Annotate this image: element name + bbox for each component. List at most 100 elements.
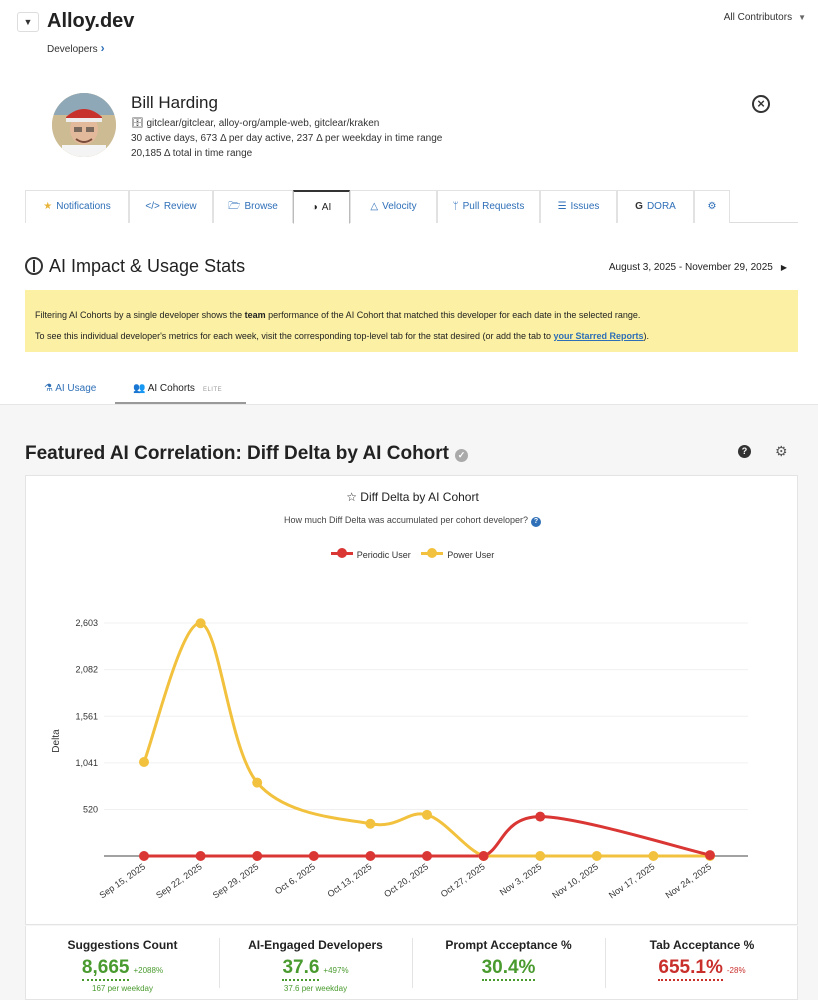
code-icon: </> [145, 201, 160, 212]
profile-name: Bill Harding [131, 93, 218, 112]
chart-card: ☆ Diff Delta by AI Cohort How much Diff … [25, 475, 798, 925]
star-icon: ★ [43, 201, 53, 212]
tab-review[interactable]: </> Review [129, 190, 213, 223]
divider [605, 938, 606, 988]
chevron-down-icon: ▼ [798, 13, 806, 22]
tab-issues[interactable]: ☰ Issues [540, 190, 617, 223]
y-axis-label: Delta [51, 729, 62, 753]
notice-text: Filtering AI Cohorts by a single develop… [35, 310, 245, 320]
stat-change: -28% [726, 966, 746, 975]
notice-text: ). [643, 331, 650, 341]
x-tick-label: Oct 20, 2025 [382, 861, 430, 899]
x-tick-label: Nov 10, 2025 [550, 861, 600, 900]
tab-notifications[interactable]: ★ Notifications [25, 190, 129, 223]
y-tick-label: 1,041 [75, 758, 98, 768]
date-range-text: August 3, 2025 - November 29, 2025 [608, 262, 773, 273]
stat-value[interactable]: 37.6 [282, 957, 320, 981]
chart-legend: Periodic User Power User [26, 548, 799, 560]
report-tabs: ★ Notifications </> Review 🗁 Browse ◑ AI △ Ve… [25, 190, 798, 224]
star-outline-icon[interactable]: ☆ [346, 490, 357, 504]
date-range-picker[interactable]: August 3, 2025 - November 29, 2025 ▶ [609, 262, 787, 273]
data-point-power [139, 757, 149, 768]
data-point-power [422, 809, 432, 820]
notice-line-1: Filtering AI Cohorts by a single develop… [35, 305, 798, 326]
tab-label: DORA [646, 201, 676, 212]
tab-label: Browse [244, 201, 278, 212]
org-dropdown-button[interactable]: ▼ [17, 12, 39, 32]
stat-value[interactable]: 655.1% [658, 957, 723, 981]
stat-ai-engaged-developers: AI-Engaged Developers 37.6 +497% 37.6 per… [219, 926, 412, 1000]
elite-badge: ELITE [202, 387, 223, 393]
tab-label: Pull Requests [462, 201, 525, 212]
notice-line-2: To see this individual developer's metri… [35, 326, 798, 347]
help-icon[interactable]: ? [738, 445, 751, 458]
notice-text: performance of the AI Cohort that matche… [265, 310, 641, 320]
tab-settings[interactable]: ⚙ [694, 190, 730, 223]
stat-change: +2088% [133, 966, 164, 975]
tab-pull-requests[interactable]: ᛘ Pull Requests [437, 190, 540, 223]
breadcrumb[interactable]: Developers › [47, 41, 105, 55]
chart-title-text: Diff Delta by AI Cohort [360, 490, 479, 504]
tab-label: AI [321, 202, 332, 213]
y-tick-label: 1,561 [75, 711, 98, 721]
breadcrumb-label[interactable]: Developers [47, 44, 98, 55]
data-point-periodic [195, 851, 206, 861]
tab-label: Review [163, 201, 197, 212]
data-point-periodic [705, 850, 715, 861]
data-point-power [648, 851, 659, 861]
close-icon[interactable]: × [752, 95, 770, 113]
stat-label: Suggestions Count [67, 938, 178, 952]
tab-browse[interactable]: 🗁 Browse [213, 190, 293, 223]
tab-dora[interactable]: G DORA [617, 190, 694, 223]
stats-row: Suggestions Count 8,665 +2088% 167 per we… [25, 926, 798, 1000]
starred-reports-link[interactable]: your Starred Reports [553, 331, 644, 341]
cohort-notice: Filtering AI Cohorts by a single develop… [25, 290, 798, 352]
gear-icon[interactable]: ⚙ [775, 443, 788, 459]
stat-suggestions-count: Suggestions Count 8,665 +2088% 167 per we… [26, 926, 219, 1000]
subtab-label: AI Cohorts [147, 383, 195, 394]
stat-value[interactable]: 30.4% [481, 957, 536, 981]
series-line-power [142, 621, 710, 858]
data-point-periodic [365, 851, 376, 861]
legend-item-periodic[interactable]: Periodic User [330, 548, 411, 560]
tab-ai[interactable]: ◑ AI [293, 190, 350, 224]
data-point-periodic [478, 851, 489, 861]
section-title-text: AI Impact & Usage Stats [49, 256, 246, 276]
x-tick-label: Sep 22, 2025 [154, 861, 204, 900]
data-point-power [252, 777, 263, 788]
data-point-periodic [252, 851, 263, 861]
stat-label: AI-Engaged Developers [248, 938, 383, 952]
google-icon: G [635, 201, 643, 212]
y-tick-label: 520 [83, 804, 98, 814]
folder-icon: 🗁 [228, 201, 241, 212]
x-tick-label: Sep 15, 2025 [98, 861, 148, 900]
stat-label: Prompt Acceptance % [445, 938, 572, 952]
subtab-ai-usage[interactable]: ⚗ AI Usage [44, 378, 96, 404]
legend-label: Periodic User [356, 550, 411, 560]
data-point-periodic [139, 851, 149, 861]
stat-sub: 167 per weekday [92, 984, 153, 993]
stat-prompt-acceptance: Prompt Acceptance % 30.4% [412, 926, 605, 1000]
top-bar: ▼ Alloy.dev Developers › All Contributors… [0, 0, 818, 70]
x-tick-label: Oct 27, 2025 [439, 861, 487, 899]
tab-label: Notifications [56, 201, 111, 212]
question-icon[interactable]: ? [530, 517, 541, 527]
subtab-ai-cohorts[interactable]: 👥 AI Cohorts ELITE [115, 378, 246, 404]
avatar [52, 93, 116, 157]
contributors-dropdown[interactable]: All Contributors ▼ [724, 12, 806, 23]
chart-subtitle-text: How much Diff Delta was accumulated per … [284, 515, 528, 525]
legend-swatch [330, 548, 353, 558]
data-point-periodic [308, 851, 319, 861]
stat-label: Tab Acceptance % [649, 938, 755, 952]
x-tick-label: Oct 6, 2025 [273, 861, 317, 896]
org-name[interactable]: Alloy.dev [47, 10, 135, 32]
divider [412, 938, 413, 988]
brain-icon [25, 257, 43, 275]
stat-tab-acceptance: Tab Acceptance % 655.1% -28% [605, 926, 799, 1000]
stat-change: +497% [323, 966, 349, 975]
series-line-periodic [143, 815, 711, 858]
tab-velocity[interactable]: △ Velocity [350, 190, 437, 223]
legend-item-power[interactable]: Power User [421, 548, 494, 560]
stat-value[interactable]: 8,665 [81, 957, 130, 981]
notice-bold: team [244, 310, 266, 320]
